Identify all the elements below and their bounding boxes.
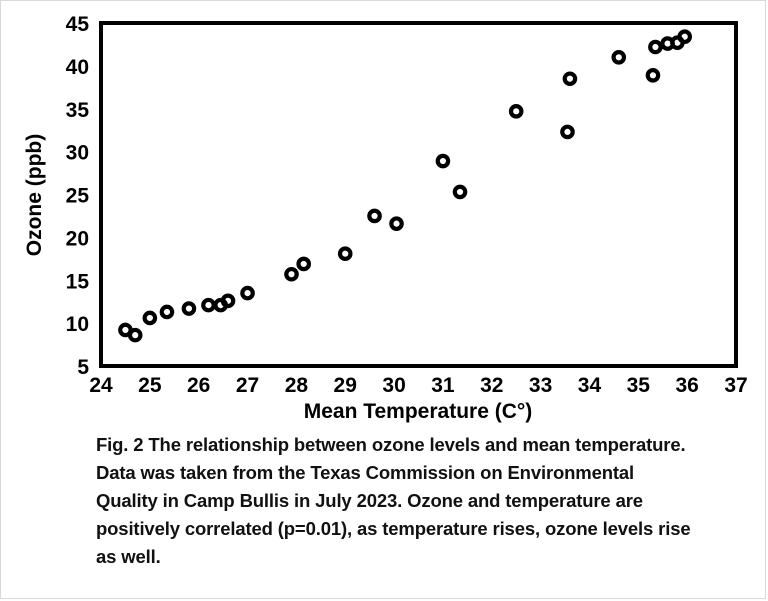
scatter-point [159, 304, 175, 320]
y-axis-tick-label: 30 [66, 142, 89, 165]
scatter-chart: 5 10 15 20 25 30 35 40 45 24 25 26 27 28 29 30 31 32 33 34… [1, 1, 767, 426]
x-axis-tick-label: 26 [187, 374, 210, 397]
y-axis-tick-label: 10 [66, 313, 89, 336]
scatter-point [389, 216, 404, 231]
scatter-point [296, 256, 312, 272]
x-axis-tick-label: 24 [89, 374, 113, 397]
scatter-point [367, 208, 382, 224]
scatter-point [677, 29, 693, 45]
scatter-point [337, 246, 353, 261]
scatter-point [181, 301, 197, 316]
y-axis-tick-label: 25 [66, 185, 90, 208]
scatter-point [127, 327, 143, 343]
data-point-group [118, 29, 693, 343]
scatter-point [435, 153, 451, 169]
x-axis-tick-label: 29 [334, 374, 357, 397]
scatter-point [648, 39, 663, 55]
x-axis-tick-label: 34 [578, 374, 602, 397]
x-axis-title: Mean Temperature (C°) [304, 400, 533, 423]
y-axis-tick-label: 40 [66, 56, 89, 79]
scatter-point [560, 124, 575, 140]
scatter-point [201, 297, 216, 313]
x-axis-tick-label: 25 [138, 374, 162, 397]
chart-svg: 5 10 15 20 25 30 35 40 45 24 25 26 27 28 29 30 31 32 33 34… [23, 13, 748, 423]
x-axis-tick-label: 32 [480, 374, 503, 397]
scatter-point [284, 266, 299, 282]
x-axis-tick-label: 36 [675, 374, 698, 397]
x-axis-tick-label: 31 [431, 374, 455, 397]
scatter-point [611, 49, 627, 65]
x-axis-tick-label: 28 [285, 374, 309, 397]
x-axis-tick-labels: 24 25 26 27 28 29 30 31 32 33 34 35 36 37 [89, 374, 747, 397]
y-axis-tick-labels: 5 10 15 20 25 30 35 40 45 [66, 13, 90, 379]
plot-area-border [99, 21, 738, 368]
x-axis-tick-label: 30 [382, 374, 405, 397]
figure-caption: Fig. 2 The relationship between ozone le… [96, 434, 691, 568]
scatter-point [452, 184, 468, 200]
y-axis-tick-label: 35 [66, 99, 90, 122]
y-axis-tick-label: 45 [66, 13, 90, 36]
scatter-point [240, 285, 255, 301]
x-axis-tick-label: 37 [724, 374, 747, 397]
scatter-point [220, 293, 236, 309]
scatter-point [508, 104, 524, 119]
x-axis-tick-label: 27 [236, 374, 259, 397]
y-axis-tick-label: 5 [77, 356, 89, 379]
y-axis-tick-label: 15 [66, 270, 90, 293]
y-axis-title: Ozone (ppb) [23, 134, 46, 256]
y-axis-tick-label: 20 [66, 227, 89, 250]
scatter-point [142, 310, 158, 326]
scatter-point [562, 71, 578, 87]
x-axis-tick-label: 33 [529, 374, 552, 397]
scatter-point [645, 68, 661, 83]
x-axis-tick-label: 35 [627, 374, 651, 397]
